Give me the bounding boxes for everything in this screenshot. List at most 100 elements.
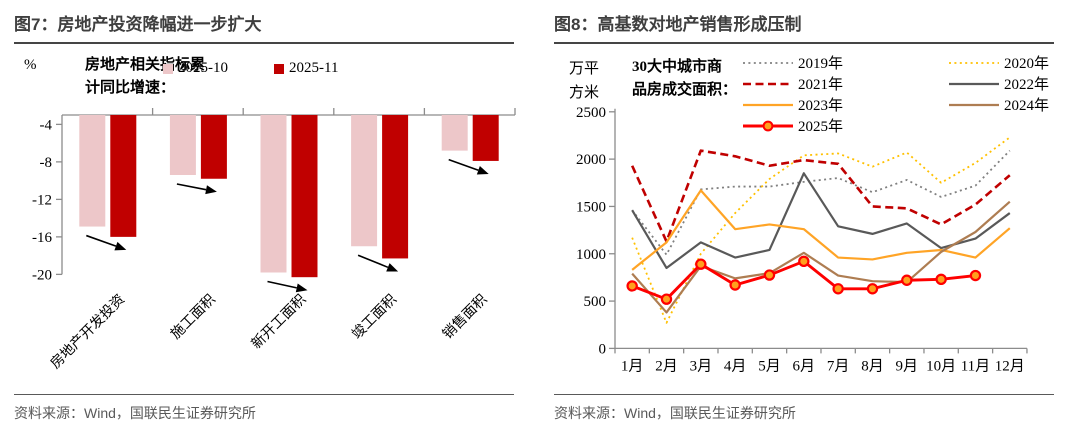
x-tick-label: 11月 bbox=[961, 358, 990, 374]
legend-label-2025-11: 2025-11 bbox=[289, 60, 339, 76]
figure8-annotation: 30大中城市商 品房成交面积： bbox=[632, 56, 737, 103]
series-line-2020年 bbox=[631, 136, 1011, 324]
bar-2025-10 bbox=[260, 115, 287, 273]
figure8-legend-column-1: 2019年 2021年 2023年 2025年 bbox=[742, 52, 843, 136]
figure8-legend-item-2022年: 2022年 bbox=[948, 73, 1049, 94]
figure7-source: 资料来源：Wind，国联民生证券研究所 bbox=[14, 394, 514, 423]
y-tick-label: -4 bbox=[40, 117, 53, 133]
figure7-annotation-line1: 房地产相关指标累 bbox=[85, 57, 206, 73]
figure7-legend-item-2025-11: 2025-11 bbox=[274, 60, 338, 77]
series-marker-2025年 bbox=[832, 283, 844, 295]
series-line-2019年 bbox=[631, 149, 1011, 256]
series-marker-2025年 bbox=[626, 280, 638, 292]
legend-line-sample bbox=[949, 82, 999, 85]
decline-arrow-shaft bbox=[86, 234, 117, 247]
decline-arrow-head bbox=[476, 165, 489, 175]
y-tick-label: -20 bbox=[32, 267, 52, 283]
x-tick-label: 4月 bbox=[724, 358, 747, 374]
x-tick-label: 2月 bbox=[655, 358, 678, 374]
x-tick-label: 12月 bbox=[995, 358, 1025, 374]
figure7-title: 图7：房地产投资降幅进一步扩大 bbox=[14, 10, 514, 44]
figure8-y-unit-label: 万平 方米 bbox=[558, 57, 610, 105]
figure8-annotation-line2: 品房成交面积： bbox=[632, 82, 738, 99]
legend-label-2025年: 2025年 bbox=[798, 119, 844, 135]
series-marker-2025年 bbox=[660, 293, 673, 305]
legend-label-2024年: 2024年 bbox=[1004, 98, 1050, 114]
figure8-source: 资料来源：Wind，国联民生证券研究所 bbox=[554, 394, 1054, 423]
legend-swatch-2025-11 bbox=[274, 63, 284, 74]
x-tick-label: 1月 bbox=[621, 358, 644, 374]
y-tick-label: 500 bbox=[584, 294, 607, 310]
bar-2025-11 bbox=[382, 115, 409, 259]
y-tick-label: -16 bbox=[32, 230, 52, 246]
legend-label-2023年: 2023年 bbox=[798, 98, 844, 114]
bar-2025-11 bbox=[472, 115, 499, 161]
legend-marker-sample bbox=[762, 120, 774, 131]
bar-2025-10 bbox=[169, 115, 196, 175]
decline-arrow-head bbox=[114, 241, 127, 251]
series-line-2021年 bbox=[630, 149, 1011, 243]
legend-label-2025-10: 2025-10 bbox=[178, 60, 228, 76]
figure7-annotation: 房地产相关指标累 计同比增速： bbox=[85, 54, 205, 101]
x-tick-label: 6月 bbox=[793, 358, 816, 374]
category-label: 新开工面积 bbox=[249, 292, 310, 353]
legend-line-sample bbox=[743, 120, 793, 131]
x-tick-label: 9月 bbox=[896, 358, 919, 374]
decline-arrow-shaft bbox=[267, 280, 297, 289]
figure8-legend-item-2024年: 2024年 bbox=[948, 94, 1049, 115]
y-tick-label: 1500 bbox=[576, 199, 606, 215]
y-tick-label: 2000 bbox=[576, 152, 606, 168]
figure8-legend-item-2021年: 2021年 bbox=[742, 73, 843, 94]
decline-arrow-head bbox=[205, 185, 217, 195]
bar-2025-11 bbox=[200, 115, 227, 179]
y-tick-label: -8 bbox=[40, 155, 53, 171]
figure8-legend-item-2020年: 2020年 bbox=[948, 52, 1049, 73]
decline-arrow-shaft bbox=[176, 183, 207, 191]
y-tick-label: 1000 bbox=[576, 247, 606, 263]
bar-2025-11 bbox=[110, 115, 137, 237]
category-label: 销售面积 bbox=[440, 292, 491, 343]
legend-line-sample bbox=[743, 82, 793, 85]
x-tick-label: 10月 bbox=[926, 358, 956, 374]
y-tick-label: 0 bbox=[599, 341, 607, 357]
x-tick-label: 8月 bbox=[861, 358, 884, 374]
legend-label-2019年: 2019年 bbox=[798, 56, 844, 72]
legend-swatch-2025-10 bbox=[163, 63, 173, 74]
series-marker-2025年 bbox=[729, 279, 741, 291]
series-line-2024年 bbox=[631, 200, 1011, 314]
y-tick-label: -12 bbox=[32, 192, 52, 208]
category-label: 竣工面积 bbox=[349, 292, 400, 343]
category-label: 施工面积 bbox=[168, 292, 219, 343]
decline-arrow-head bbox=[386, 263, 399, 272]
figure8-legend-column-2: 2020年 2022年 2024年 bbox=[948, 52, 1049, 115]
category-label: 房地产开发投资 bbox=[48, 292, 129, 373]
figure7-annotation-line2: 计同比增速： bbox=[85, 80, 176, 97]
decline-arrow-shaft bbox=[448, 158, 479, 171]
decline-arrow-shaft bbox=[357, 254, 389, 269]
figure7-panel: 图7：房地产投资降幅进一步扩大 % 房地产相关指标累 计同比增速： 2025-1… bbox=[14, 10, 516, 423]
figure8-panel: 图8：高基数对地产销售形成压制 万平 方米 30大中城市商 品房成交面积： 20… bbox=[540, 0, 1080, 434]
legend-label-2022年: 2022年 bbox=[1004, 77, 1050, 93]
bar-2025-10 bbox=[441, 115, 468, 151]
bar-2025-10 bbox=[351, 115, 378, 247]
figure8-line-chart: 0 500 1000 1500 2000 2500 1月 2月 3月 4月 5月 6月 7月 8月 9月 10… bbox=[576, 105, 1028, 374]
figure7-y-unit-label: % bbox=[24, 57, 37, 73]
series-marker-2025年 bbox=[935, 273, 947, 286]
figure8-annotation-line1: 30大中城市商 bbox=[632, 59, 723, 75]
series-marker-2025年 bbox=[901, 274, 913, 286]
figure7-bar-chart: -4 -8 -12 -16 -20 房地产开发投资 施工面积 新开工面积 竣工面积 销售面积 bbox=[32, 108, 516, 373]
legend-line-sample bbox=[743, 103, 793, 106]
series-marker-2025年 bbox=[763, 269, 776, 281]
series-line-2022年 bbox=[631, 172, 1011, 270]
decline-arrow-head bbox=[295, 283, 308, 293]
figure8-unit-line1: 万平 bbox=[568, 61, 599, 77]
figure8-legend-item-2019年: 2019年 bbox=[742, 52, 843, 73]
figure8-title: 图8：高基数对地产销售形成压制 bbox=[554, 10, 1054, 44]
figure8-unit-line2: 方米 bbox=[568, 85, 599, 101]
series-marker-2025年 bbox=[866, 283, 879, 295]
x-tick-label: 3月 bbox=[690, 358, 713, 374]
series-line-2023年 bbox=[631, 189, 1011, 271]
x-tick-label: 5月 bbox=[758, 358, 781, 374]
series-marker-2025年 bbox=[969, 269, 982, 282]
